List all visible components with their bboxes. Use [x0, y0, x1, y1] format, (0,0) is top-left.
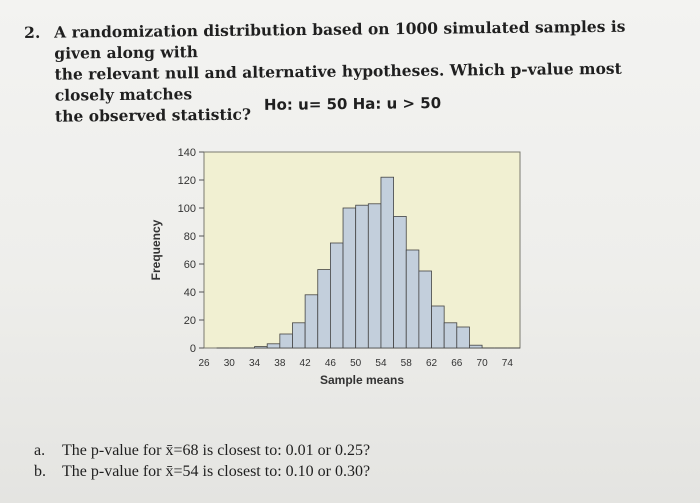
histogram-chart: 0 20 40 60 80 100 120 140 26 30 34 38 42 46 50 54 58 62 66…	[149, 147, 521, 387]
answer-a-label: a.	[34, 442, 46, 459]
answer-b-label: b.	[34, 463, 46, 480]
bar-44	[317, 269, 331, 349]
x-axis-label: Sample means	[320, 373, 404, 387]
y-axis-label: Frequency	[149, 219, 163, 280]
bar-48	[342, 207, 357, 349]
bar-60	[418, 270, 432, 349]
bar-46	[329, 242, 344, 349]
bar-68	[469, 344, 483, 349]
bar-40	[292, 322, 306, 349]
x-tick-label-34: 34	[249, 358, 261, 369]
bar-52	[367, 203, 382, 349]
bar-38	[279, 333, 293, 349]
bar-66	[456, 326, 470, 349]
answer-a: a. The p-value for x̄=68 is closest to: …	[34, 440, 370, 461]
x-tick-label-46: 46	[325, 358, 337, 369]
x-tick-label-38: 38	[274, 358, 286, 369]
answer-a-text: The p-value for x̄=68 is closest to: 0.0…	[62, 442, 371, 459]
x-tick-label-42: 42	[300, 358, 312, 369]
y-tick-label-20: 20	[184, 315, 196, 327]
y-tick-label-80: 80	[184, 231, 196, 243]
y-tick-label-60: 60	[184, 259, 196, 271]
x-tick-label-30: 30	[224, 358, 236, 369]
bar-50	[355, 204, 369, 349]
x-tick-label-26: 26	[198, 358, 210, 369]
y-tick-label-0: 0	[190, 343, 196, 355]
x-tick-label-62: 62	[426, 358, 438, 369]
answer-b: b. The p-value for x̄=54 is closest to: …	[34, 461, 370, 482]
y-tick-label-120: 120	[178, 175, 196, 187]
y-tick-label-140: 140	[178, 147, 196, 159]
answer-b-text: The p-value for x̄=54 is closest to: 0.1…	[62, 463, 371, 480]
question-number: 2.	[24, 22, 41, 42]
bar-62	[431, 305, 445, 349]
x-tick-label-50: 50	[350, 358, 362, 369]
y-tick-label-100: 100	[178, 203, 196, 215]
x-tick-label-74: 74	[502, 358, 514, 369]
question-line-1: A randomization distribution based on 10…	[54, 16, 626, 63]
x-tick-label-54: 54	[375, 358, 387, 369]
hypotheses: Ho: u= 50 Ha: u > 50	[263, 94, 442, 114]
x-tick-label-58: 58	[401, 358, 413, 369]
bar-42	[304, 294, 319, 349]
y-tick-label-40: 40	[184, 287, 196, 299]
answers: a. The p-value for x̄=68 is closest to: …	[34, 440, 370, 482]
bar-34	[254, 346, 268, 349]
bar-54	[380, 176, 395, 349]
bar-58	[405, 249, 420, 349]
x-tick-label-66: 66	[451, 358, 463, 369]
x-tick-label-70: 70	[477, 358, 489, 369]
bar-36	[266, 343, 281, 349]
bar-64	[443, 322, 458, 349]
bar-56	[393, 216, 407, 349]
